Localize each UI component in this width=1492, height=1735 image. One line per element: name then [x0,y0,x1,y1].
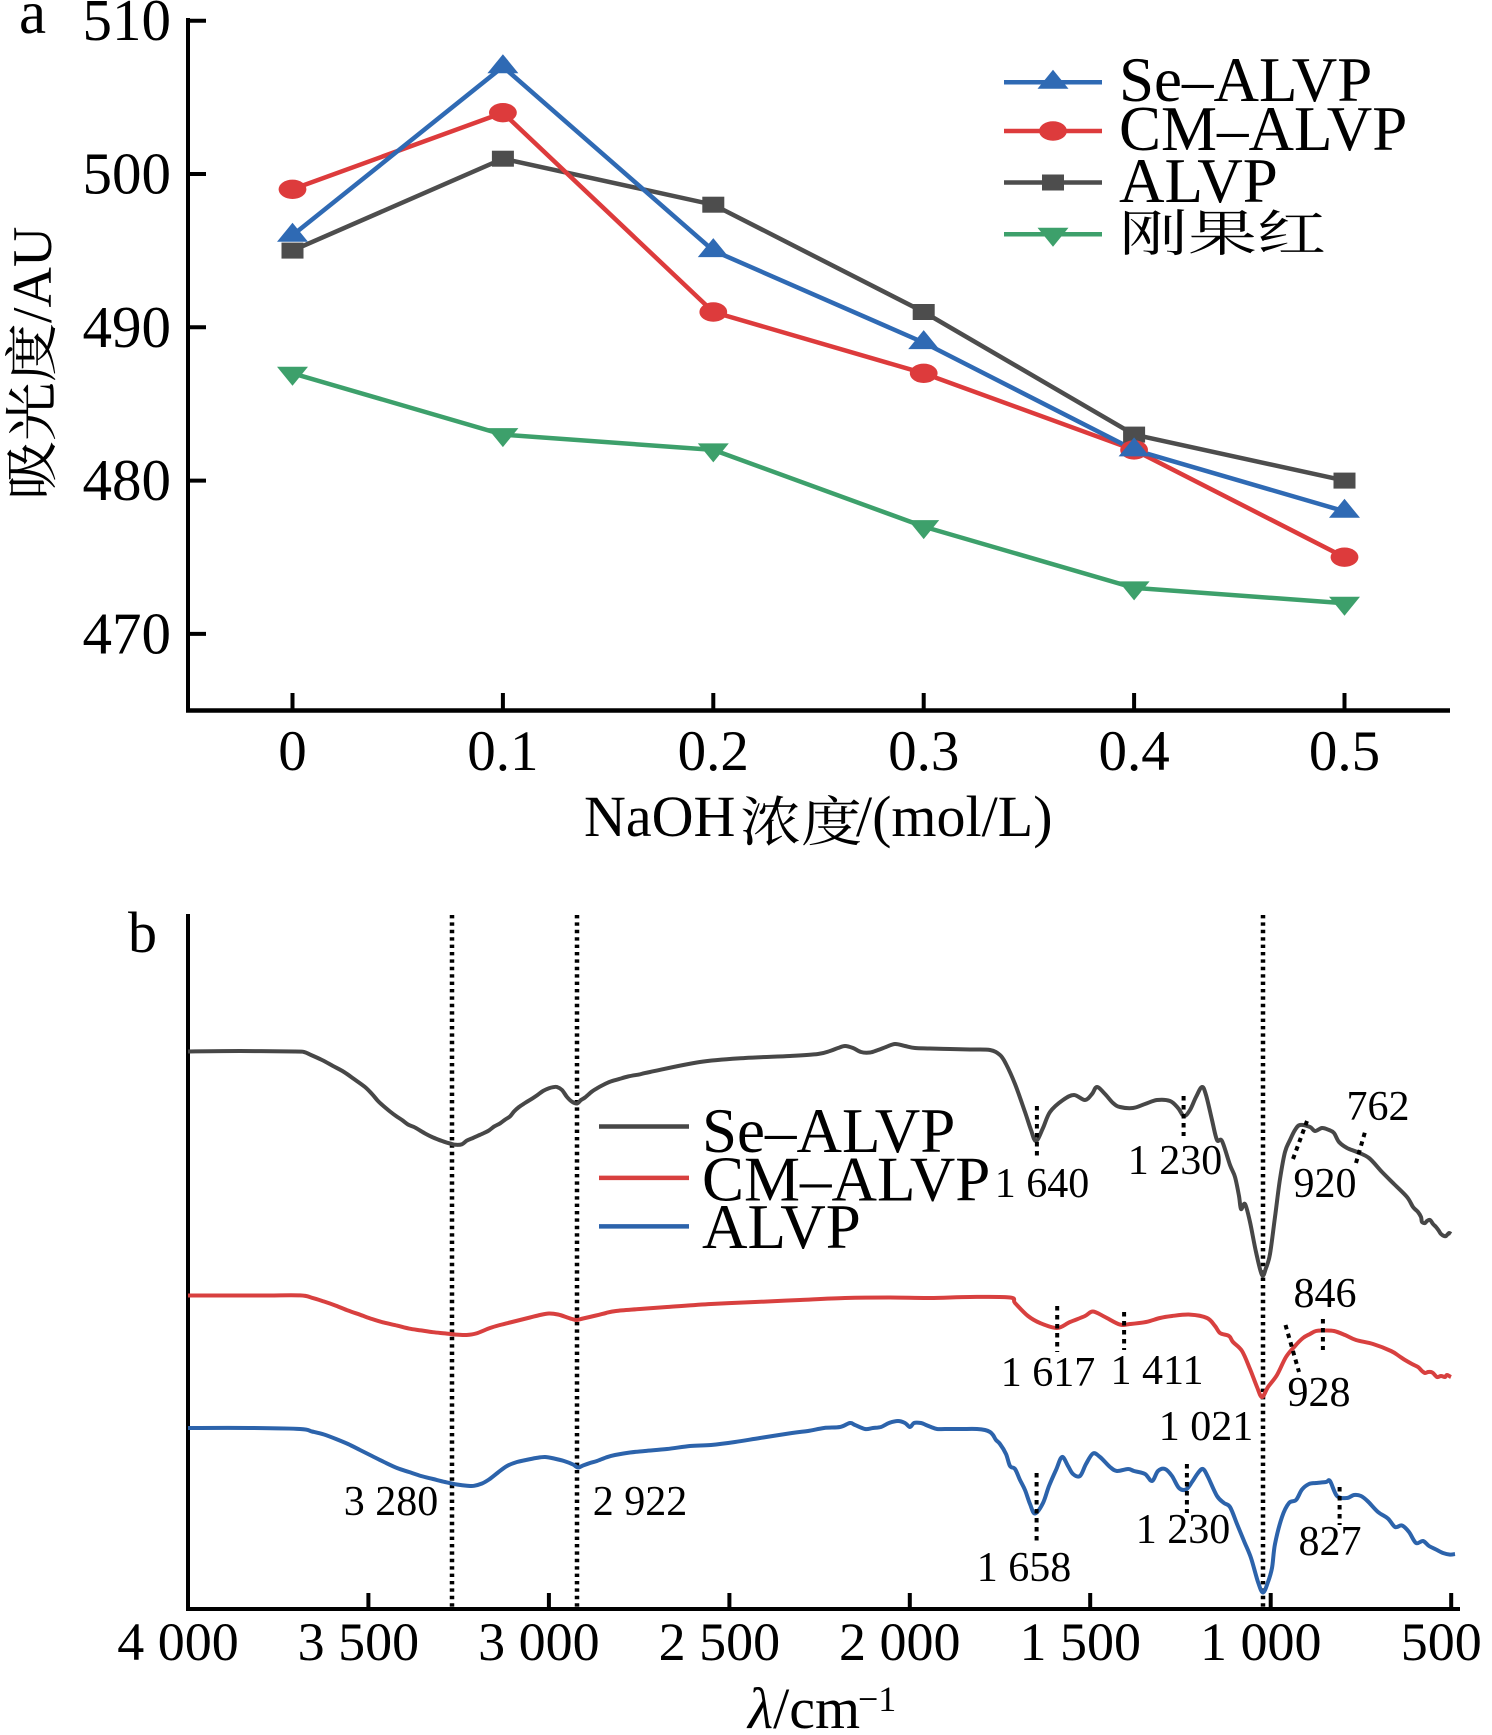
svg-text:928: 928 [1288,1370,1351,1416]
svg-text:CM–ALVP: CM–ALVP [702,1145,990,1215]
svg-text:1 230: 1 230 [1136,1507,1231,1553]
svg-text:0.3: 0.3 [888,720,959,783]
svg-text:3 500: 3 500 [298,1612,420,1672]
svg-text:/AU: /AU [2,227,64,323]
svg-text:λ/cm: λ/cm [746,1676,860,1730]
svg-text:CM–ALVP: CM–ALVP [1119,94,1407,164]
svg-text:1 021: 1 021 [1159,1404,1254,1450]
svg-text:1 500: 1 500 [1019,1612,1141,1672]
svg-text:/(mol/L): /(mol/L) [856,784,1053,849]
svg-text:NaOH: NaOH [584,784,735,849]
svg-text:0: 0 [278,720,307,783]
svg-text:Se–ALVP: Se–ALVP [1119,45,1372,115]
svg-text:3 000: 3 000 [478,1612,600,1672]
svg-text:480: 480 [83,447,172,513]
svg-text:920: 920 [1294,1161,1357,1207]
svg-text:500: 500 [1401,1612,1482,1672]
svg-text:2 500: 2 500 [659,1612,781,1672]
svg-text:2 000: 2 000 [839,1612,961,1672]
svg-text:0.1: 0.1 [467,720,538,783]
svg-text:827: 827 [1299,1519,1362,1565]
svg-text:3 280: 3 280 [344,1479,439,1525]
svg-text:1 411: 1 411 [1111,1348,1204,1394]
svg-text:1 000: 1 000 [1200,1612,1322,1672]
svg-text:470: 470 [83,600,172,666]
svg-text:b: b [128,900,157,965]
svg-text:4 000: 4 000 [117,1612,239,1672]
svg-text:1 230: 1 230 [1128,1138,1223,1184]
svg-text:490: 490 [83,294,172,360]
svg-text:0.2: 0.2 [678,720,749,783]
svg-text:1 640: 1 640 [995,1161,1090,1207]
svg-text:0.5: 0.5 [1309,720,1380,783]
svg-text:ALVP: ALVP [702,1192,861,1262]
svg-text:846: 846 [1294,1271,1357,1317]
svg-text:510: 510 [83,0,172,53]
svg-text:Se–ALVP: Se–ALVP [702,1096,955,1166]
svg-text:2 922: 2 922 [593,1479,688,1525]
svg-text:a: a [19,0,46,47]
svg-text:0.4: 0.4 [1098,720,1169,783]
svg-text:ALVP: ALVP [1119,146,1278,216]
svg-text:−1: −1 [858,1679,896,1719]
svg-text:500: 500 [83,141,172,207]
svg-text:1 658: 1 658 [977,1545,1072,1591]
svg-text:1 617: 1 617 [1001,1350,1096,1396]
svg-text:762: 762 [1347,1084,1410,1130]
